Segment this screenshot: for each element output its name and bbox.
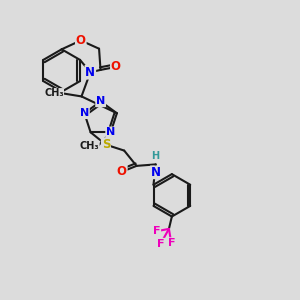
Text: N: N	[85, 66, 95, 79]
Text: F: F	[153, 226, 160, 236]
Text: H: H	[151, 151, 159, 160]
Text: CH₃: CH₃	[44, 88, 64, 98]
Text: CH₃: CH₃	[80, 141, 99, 151]
Text: S: S	[102, 138, 110, 151]
Text: N: N	[96, 96, 105, 106]
Text: N: N	[106, 127, 115, 137]
Text: F: F	[167, 238, 175, 248]
Text: O: O	[111, 61, 121, 74]
Text: O: O	[76, 34, 86, 47]
Text: F: F	[157, 238, 164, 249]
Text: N: N	[80, 108, 89, 118]
Text: O: O	[117, 165, 127, 178]
Text: N: N	[150, 166, 161, 179]
